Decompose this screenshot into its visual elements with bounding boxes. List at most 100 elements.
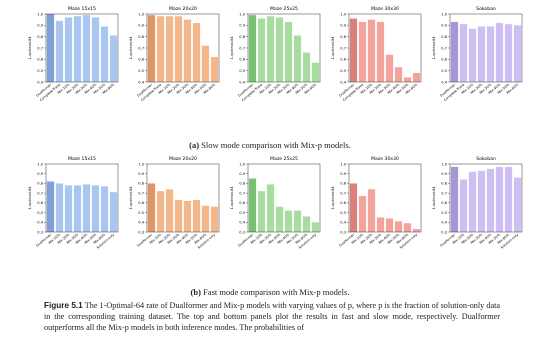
bar [394,67,403,82]
plot-frame [449,13,523,83]
y-axis-label: 1-optimal-64 [28,36,32,60]
subcaption-text: Fast mode comparison with Mix-p models. [203,287,350,297]
figure: Maze 15x15 1-optimal-64 0.4 0.5 0.6 0.7 0.8 0.9… [28,6,523,250]
plot-frame [45,163,119,233]
y-tick-label: 0.7 [340,46,346,50]
bar [468,171,477,232]
bar [46,181,55,232]
y-tick-label: 0.9 [340,172,346,176]
bar [100,186,109,232]
bar [495,23,504,82]
y-tick-label: 0.6 [138,201,144,205]
bar [174,16,183,83]
bar [349,183,358,232]
y-tick-label: 0.8 [239,35,245,39]
bar [311,222,320,232]
bar [358,196,367,232]
y-tick-label: 1.0 [37,12,43,16]
y-tick-label: 0.4 [340,221,346,225]
bar [248,15,257,83]
bar [513,25,522,82]
y-tick-label: 0.9 [37,172,43,176]
bar [210,206,219,232]
y-axis-label: 1-optimal-64 [230,36,234,60]
bar [257,191,266,232]
bar [403,77,412,82]
bar [394,221,403,232]
y-tick-label: 0.8 [441,35,447,39]
figure-label: Figure 5.1 [44,301,83,310]
bar [73,16,82,83]
y-tick-label: 0.5 [340,69,346,73]
y-tick-label: 0.7 [239,46,245,50]
bar [156,191,165,232]
y-tick-label: 0.6 [37,201,43,205]
y-tick-label: 1.0 [239,162,245,166]
bar [468,28,477,82]
bar [302,216,311,232]
bar [358,21,367,82]
y-tick-label: 0.6 [441,201,447,205]
y-tick-label: 0.4 [441,221,447,225]
bar [293,35,302,82]
bar [64,17,73,82]
bar [412,72,421,82]
bar [46,14,55,82]
chart-title: Maze 25x25 [270,156,298,162]
chart-title: Maze 15x15 [68,156,96,162]
chart-title: Maze 30x30 [371,156,399,162]
y-axis-label: 1-optimal-64 [129,186,133,210]
bar [349,18,358,82]
bar [248,178,257,232]
bar [412,229,421,232]
y-tick-label: 0.9 [239,24,245,28]
y-tick-label: 0.8 [37,35,43,39]
bar [109,35,118,82]
bar [284,21,293,82]
bar [266,184,275,232]
y-tick-label: 0.5 [239,69,245,73]
y-tick-label: 1.0 [340,162,346,166]
y-tick-label: 0.8 [138,35,144,39]
bar [275,206,284,232]
bar [183,19,192,83]
y-tick-label: 0.3 [340,230,346,234]
bar [477,26,486,82]
bar [165,189,174,232]
y-tick-label: 0.5 [37,69,43,73]
plot-frame [247,163,321,233]
bar [147,15,156,83]
y-tick-label: 0.6 [441,58,447,62]
bar [156,16,165,83]
y-tick-label: 0.9 [340,24,346,28]
bar [403,223,412,232]
figure-caption-text: The 1-Optimal-64 rate of Dualformer and … [44,301,500,332]
bar [210,57,219,82]
bar [450,166,459,232]
bar [91,17,100,82]
y-tick-label: 0.7 [239,191,245,195]
bar [82,184,91,232]
y-tick-label: 0.7 [340,191,346,195]
bar [293,210,302,232]
y-tick-label: 0.7 [37,46,43,50]
chart-title: Maze 15x15 [68,6,96,12]
bar [183,200,192,232]
bar [192,199,201,232]
bar [82,15,91,83]
bar [266,16,275,83]
plot-frame [348,163,422,233]
y-tick-label: 0.6 [340,201,346,205]
y-tick-label: 0.7 [441,191,447,195]
y-tick-label: 0.7 [138,46,144,50]
bar [192,23,201,82]
plot-frame [247,13,321,83]
y-tick-label: 1.0 [138,12,144,16]
y-tick-label: 0.4 [340,80,346,84]
y-tick-label: 0.9 [138,24,144,28]
y-tick-label: 1.0 [138,162,144,166]
y-tick-label: 0.7 [37,191,43,195]
chart-title: Maze 30x30 [371,6,399,12]
plot-frame [449,163,523,233]
y-tick-label: 0.8 [239,182,245,186]
